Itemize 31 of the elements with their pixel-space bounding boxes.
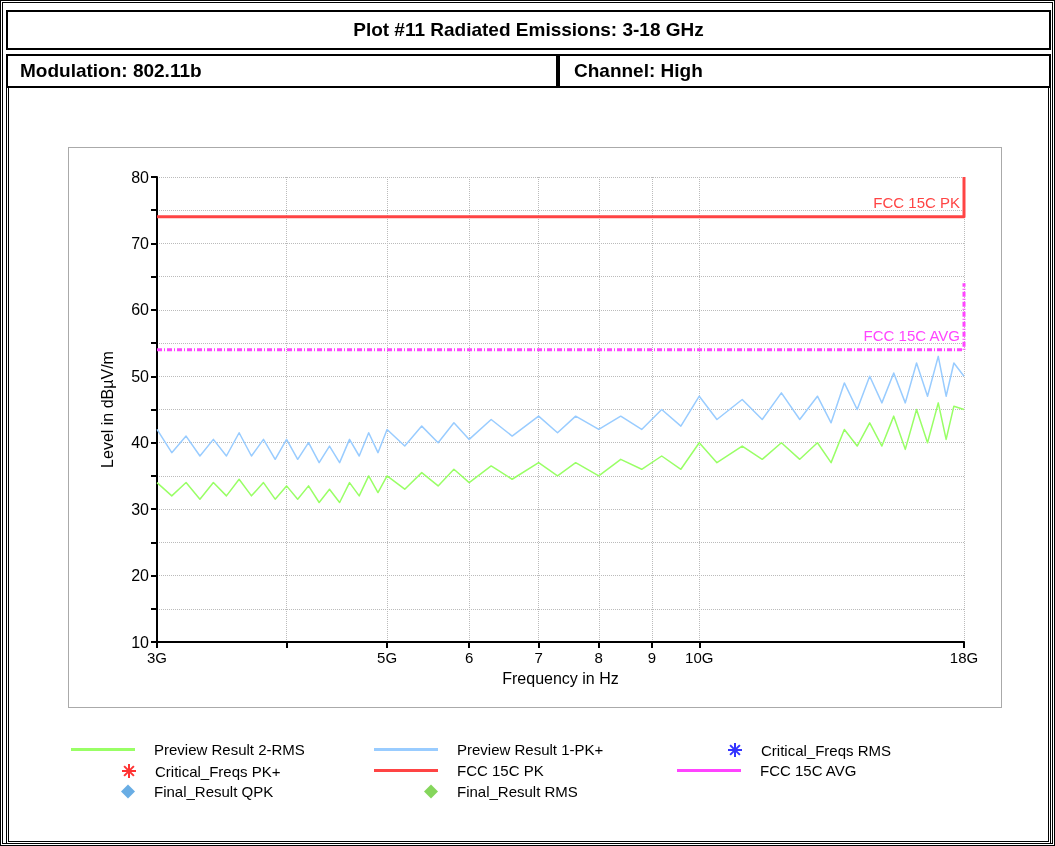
y-tick-label: 30 — [131, 500, 150, 518]
y-tick-label: 60 — [131, 301, 150, 319]
y-axis-title: Level in dBµV/m — [98, 351, 116, 468]
x-tick-label: 5G — [377, 649, 398, 666]
legend-label: Critical_Freqs RMS — [761, 741, 892, 759]
x-tick-label: 10G — [685, 649, 714, 666]
legend-label: Final_Result QPK — [154, 783, 274, 800]
x-tick-label: 9 — [647, 649, 656, 666]
y-tick-label: 50 — [131, 367, 150, 385]
x-tick-label: 8 — [594, 649, 603, 666]
y-tick-label: 70 — [131, 234, 150, 252]
text: Channel: High — [558, 54, 1051, 88]
legend-label: FCC 15C AVG — [760, 762, 857, 779]
x-tick-label: 3G — [146, 649, 168, 666]
y-tick-label: 40 — [131, 434, 150, 452]
text: FCC 15C PK — [873, 193, 960, 211]
x-tick-label: 18G — [949, 649, 979, 666]
legend-label: Preview Result 2-RMS — [154, 741, 305, 758]
y-tick-label: 10 — [131, 633, 150, 651]
chart-title: Plot #11 Radiated Emissions: 3-18 GHz — [6, 10, 1051, 50]
x-tick-label: 7 — [534, 649, 543, 666]
text: Modulation: 802.11b — [6, 54, 558, 88]
x-tick-label: 6 — [465, 649, 474, 666]
text: FCC 15C AVG — [863, 326, 960, 344]
y-tick-label: 20 — [131, 567, 150, 585]
legend-label: Preview Result 1-PK+ — [457, 741, 604, 758]
y-tick-label: 80 — [131, 168, 150, 186]
legend-label: Critical_Freqs PK+ — [155, 762, 281, 780]
x-axis-title: Frequency in Hz — [502, 669, 619, 687]
legend-label: FCC 15C PK — [457, 762, 544, 779]
legend-label: Final_Result RMS — [457, 783, 578, 800]
